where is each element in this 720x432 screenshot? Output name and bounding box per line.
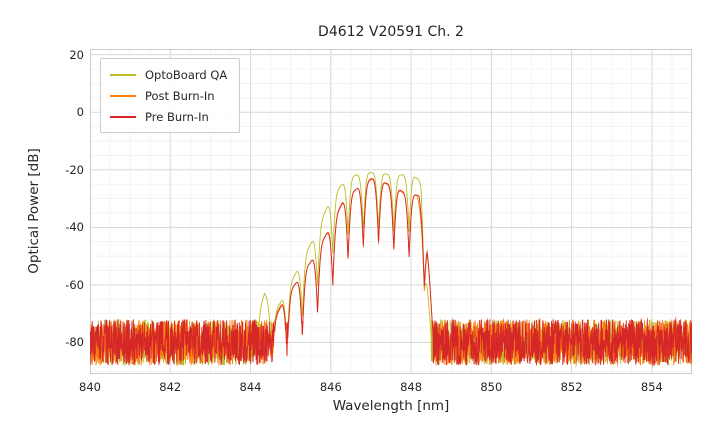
plot-title: D4612 V20591 Ch. 2: [318, 24, 464, 40]
legend-entry-optoboard-qa: OptoBoard QA: [110, 64, 227, 85]
legend-label-pre-burn-in: Pre Burn-In: [145, 109, 209, 124]
legend-label-optoboard-qa: OptoBoard QA: [145, 67, 228, 82]
legend-entry-pre-burn-in: Pre Burn-In: [110, 106, 227, 127]
legend-line-swatch-pre-burn-in: [110, 115, 136, 118]
y-tick-label: 20: [69, 47, 84, 62]
x-tick-label: 842: [159, 380, 182, 394]
y-axis-label: Optical Power [dB]: [26, 148, 42, 274]
legend-entry-post-burn-in: Post Burn-In: [110, 85, 227, 106]
x-tick-label: 852: [560, 380, 583, 394]
x-tick-label: 848: [400, 380, 423, 394]
x-tick-label: 840: [79, 380, 101, 394]
x-tick-label: 844: [239, 380, 262, 394]
y-tick-label: -60: [65, 277, 84, 292]
legend: OptoBoard QA Post Burn-In Pre Burn-In: [100, 58, 241, 133]
x-axis-label: Wavelength [nm]: [332, 398, 450, 414]
x-tick-label: 854: [640, 380, 663, 394]
legend-line-swatch-post-burn-in: [110, 94, 136, 97]
y-tick-label: -20: [65, 162, 84, 177]
y-tick-label: 0: [76, 105, 84, 120]
x-tick-label: 850: [480, 380, 503, 394]
legend-line-swatch-optoboard-qa: [110, 73, 136, 76]
y-tick-label: -80: [65, 335, 84, 350]
x-tick-label: 846: [319, 380, 342, 394]
legend-label-post-burn-in: Post Burn-In: [145, 88, 215, 103]
y-tick-label: -40: [65, 220, 84, 235]
